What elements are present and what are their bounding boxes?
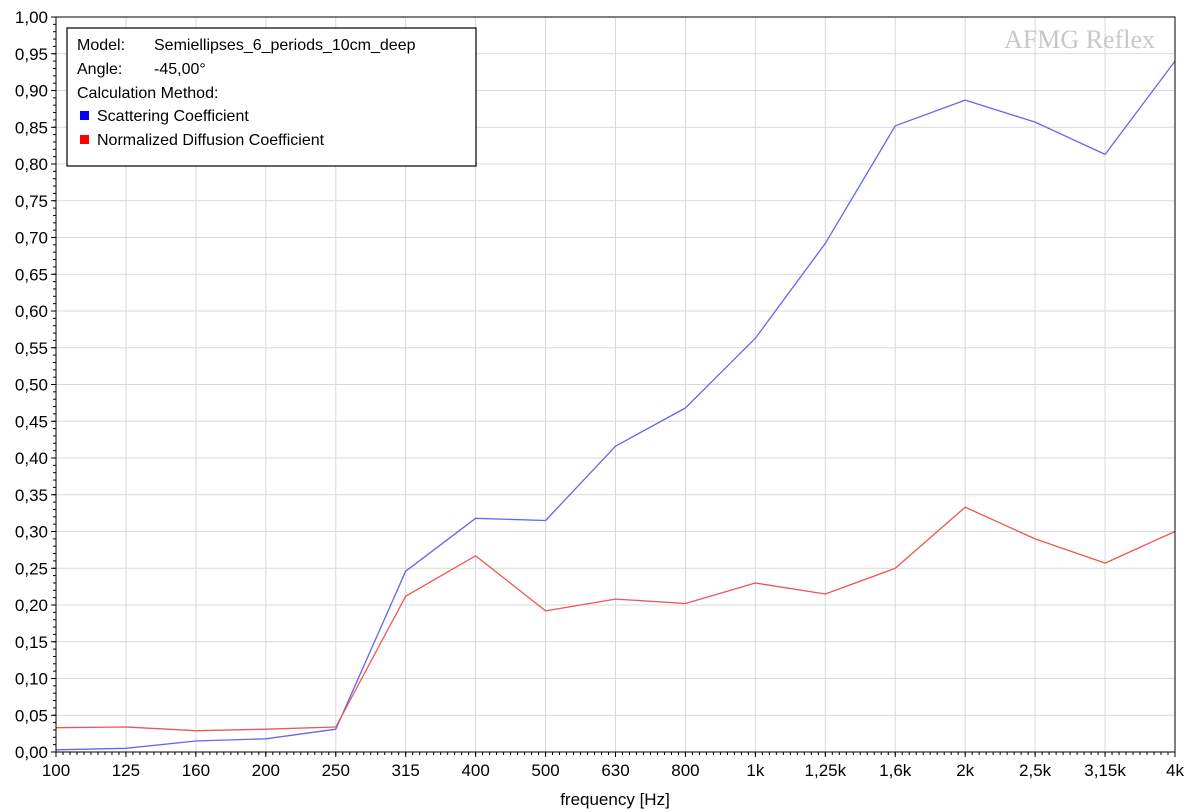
y-axis-ticks: 0,00 0,05 0,10 0,15 0,20 0,25 0,30 0,35 0,40 0,45… <box>15 8 56 762</box>
x-tick-label: 800 <box>671 761 699 780</box>
x-tick-label: 3,15k <box>1084 761 1126 780</box>
legend-swatch-scattering <box>80 111 89 120</box>
x-tick-label: 1k <box>746 761 764 780</box>
y-tick-label: 0,95 <box>15 45 48 64</box>
watermark: AFMG Reflex <box>1004 25 1155 54</box>
x-tick-label: 125 <box>112 761 140 780</box>
y-tick-label: 0,15 <box>15 633 48 652</box>
y-tick-label: 0,60 <box>15 302 48 321</box>
x-tick-label: 100 <box>42 761 70 780</box>
legend-model-label: Model: <box>77 37 125 54</box>
y-tick-label: 0,50 <box>15 376 48 395</box>
x-tick-label: 1,6k <box>879 761 912 780</box>
y-tick-label: 1,00 <box>15 8 48 27</box>
x-tick-label: 160 <box>182 761 210 780</box>
x-tick-label: 400 <box>461 761 489 780</box>
x-axis-ticks: 100 125 160 200 250 315 400 500 630 800 1k 1,25k 1,6… <box>42 752 1185 780</box>
x-tick-label: 4k <box>1166 761 1184 780</box>
x-tick-label: 2,5k <box>1019 761 1052 780</box>
y-tick-label: 0,70 <box>15 229 48 248</box>
legend-series-scattering: Scattering Coefficient <box>97 108 249 125</box>
legend-angle-value: -45,00° <box>154 61 206 78</box>
y-tick-label: 0,90 <box>15 82 48 101</box>
y-tick-label: 0,10 <box>15 670 48 689</box>
x-tick-label: 315 <box>392 761 420 780</box>
y-tick-label: 0,25 <box>15 559 48 578</box>
x-tick-label: 630 <box>601 761 629 780</box>
legend-method-label: Calculation Method: <box>77 85 218 102</box>
legend-angle-label: Angle: <box>77 61 122 78</box>
y-tick-label: 0,40 <box>15 449 48 468</box>
x-tick-label: 250 <box>322 761 350 780</box>
x-tick-label: 1,25k <box>805 761 847 780</box>
y-tick-label: 0,30 <box>15 523 48 542</box>
x-tick-label: 500 <box>531 761 559 780</box>
legend-series-diffusion: Normalized Diffusion Coefficient <box>97 132 325 149</box>
legend-model-value: Semiellipses_6_periods_10cm_deep <box>154 37 416 54</box>
y-tick-label: 0,35 <box>15 486 48 505</box>
y-tick-label: 0,65 <box>15 265 48 284</box>
y-tick-label: 0,75 <box>15 192 48 211</box>
y-tick-label: 0,55 <box>15 339 48 358</box>
legend-swatch-diffusion <box>80 135 89 144</box>
y-tick-label: 0,85 <box>15 118 48 137</box>
y-tick-label: 0,05 <box>15 706 48 725</box>
x-axis-title: frequency [Hz] <box>560 790 670 809</box>
y-tick-label: 0,00 <box>15 743 48 762</box>
x-tick-label: 200 <box>252 761 280 780</box>
x-tick-label: 2k <box>956 761 974 780</box>
y-tick-label: 0,20 <box>15 596 48 615</box>
y-tick-label: 0,80 <box>15 155 48 174</box>
y-tick-label: 0,45 <box>15 412 48 431</box>
legend: Model: Semiellipses_6_periods_10cm_deep … <box>67 28 476 166</box>
